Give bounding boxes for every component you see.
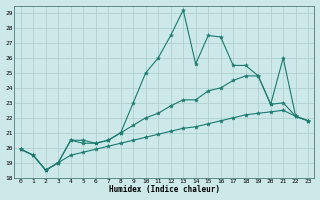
- X-axis label: Humidex (Indice chaleur): Humidex (Indice chaleur): [109, 185, 220, 194]
